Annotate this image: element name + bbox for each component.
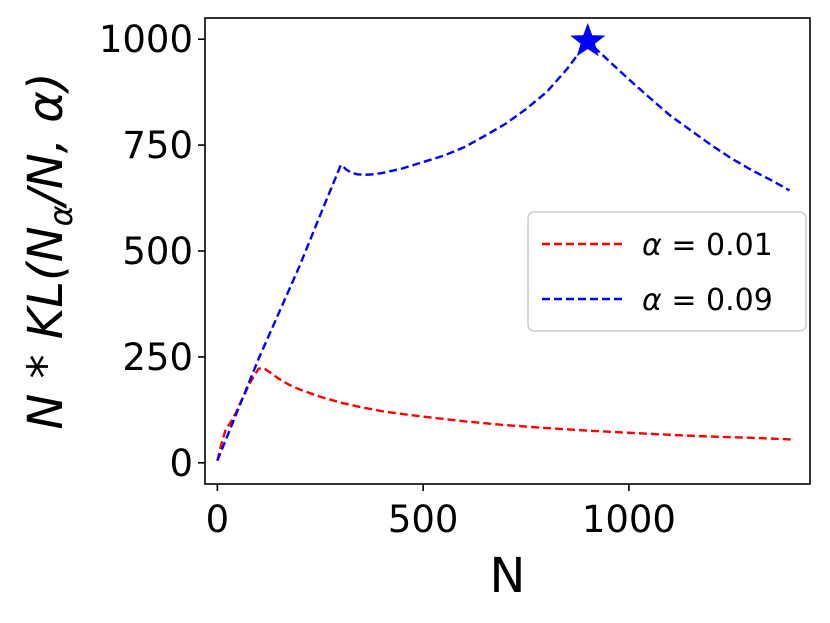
legend-label-2: α = 0.09 <box>642 283 773 318</box>
series-line-1 <box>216 366 794 461</box>
y-axis-label: N * KL(Nα/N, α) <box>18 72 80 429</box>
x-tick-label: 1000 <box>582 498 676 541</box>
legend-label-1: α = 0.01 <box>642 228 773 263</box>
legend-box <box>527 211 807 332</box>
x-axis-label: N <box>490 548 526 604</box>
x-tick-label: 500 <box>388 498 459 541</box>
y-tick-label: 1000 <box>99 18 193 61</box>
y-tick-label: 750 <box>122 124 193 167</box>
y-tick-label: 0 <box>169 442 193 485</box>
y-tick-label: 250 <box>122 336 193 379</box>
y-tick-label: 500 <box>122 230 193 273</box>
x-tick-label: 0 <box>206 498 230 541</box>
series-line-2 <box>216 39 791 462</box>
star-marker <box>570 22 606 57</box>
